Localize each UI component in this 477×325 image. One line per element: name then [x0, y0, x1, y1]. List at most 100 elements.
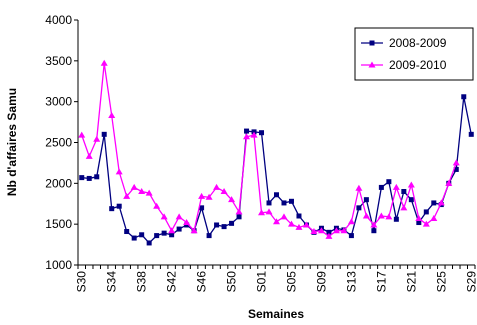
marker: [340, 227, 348, 234]
y-tick-label: 2000: [45, 176, 72, 190]
marker: [371, 228, 377, 234]
marker: [437, 199, 445, 206]
marker: [347, 218, 355, 225]
marker: [378, 184, 384, 190]
marker: [161, 230, 167, 236]
y-tick-label: 3000: [45, 95, 72, 109]
marker: [348, 233, 354, 239]
x-tick-label: S17: [374, 271, 388, 293]
marker: [235, 208, 243, 215]
marker: [430, 214, 438, 221]
marker: [288, 198, 294, 204]
marker: [176, 226, 182, 232]
x-tick-label: S09: [314, 271, 328, 293]
marker: [78, 131, 86, 138]
marker: [236, 214, 242, 220]
marker: [363, 197, 369, 203]
x-tick-label: S21: [404, 271, 418, 293]
marker: [85, 152, 93, 159]
marker: [445, 179, 453, 186]
marker: [160, 213, 168, 220]
marker: [400, 204, 408, 211]
x-tick-label: S42: [165, 271, 179, 293]
marker: [213, 183, 221, 190]
marker: [198, 192, 206, 199]
marker: [332, 227, 340, 234]
marker: [326, 229, 332, 235]
marker: [422, 220, 430, 227]
marker: [229, 220, 235, 226]
marker: [138, 188, 146, 194]
marker: [325, 232, 333, 239]
marker: [377, 212, 385, 219]
x-tick-label: S34: [105, 271, 119, 293]
marker: [259, 130, 265, 136]
marker: [266, 200, 272, 206]
y-tick-label: 2500: [45, 136, 72, 150]
marker: [415, 214, 423, 221]
x-tick-label: S25: [434, 271, 448, 293]
marker: [423, 209, 429, 215]
y-axis-label: Nb d'affaires Samu: [5, 88, 19, 196]
x-tick-label: S30: [75, 271, 89, 293]
marker: [146, 240, 152, 246]
marker: [317, 227, 325, 234]
marker: [392, 183, 400, 190]
marker: [220, 188, 228, 194]
marker: [416, 220, 422, 226]
marker: [386, 179, 392, 185]
marker: [93, 135, 101, 142]
x-tick-label: S46: [195, 271, 209, 293]
marker: [79, 175, 85, 181]
marker: [287, 220, 295, 227]
marker: [280, 213, 288, 220]
marker: [115, 168, 123, 175]
marker: [453, 166, 459, 172]
marker: [206, 233, 212, 239]
marker: [385, 213, 393, 220]
marker: [265, 208, 273, 215]
legend-label: 2009-2010: [389, 58, 447, 72]
marker: [431, 200, 437, 206]
marker: [94, 174, 100, 180]
marker: [131, 235, 137, 241]
marker: [199, 205, 205, 211]
y-tick-label: 3500: [45, 54, 72, 68]
marker: [274, 192, 279, 198]
marker: [355, 184, 363, 191]
marker: [362, 212, 370, 219]
marker: [468, 131, 474, 137]
marker: [243, 133, 251, 140]
marker: [139, 232, 145, 238]
marker: [153, 202, 161, 209]
marker: [109, 206, 115, 212]
x-tick-label: S05: [284, 271, 298, 293]
marker: [452, 159, 460, 166]
marker: [281, 200, 287, 206]
legend-label: 2008-2009: [389, 36, 447, 50]
marker: [302, 221, 310, 228]
marker: [175, 213, 183, 220]
marker: [169, 232, 175, 238]
x-tick-label: S50: [225, 271, 239, 293]
marker: [130, 183, 138, 190]
marker: [250, 131, 258, 138]
marker: [408, 197, 414, 203]
marker: [461, 94, 467, 100]
marker: [368, 61, 376, 68]
marker: [154, 233, 160, 239]
marker: [369, 40, 375, 46]
x-tick-label: S13: [344, 271, 358, 293]
marker: [258, 209, 266, 216]
marker: [168, 227, 176, 234]
marker: [244, 128, 250, 134]
marker: [205, 193, 213, 200]
marker: [228, 196, 236, 203]
y-tick-label: 1000: [45, 258, 72, 272]
marker: [86, 175, 92, 181]
x-tick-label: S38: [135, 271, 149, 293]
marker: [116, 203, 122, 209]
x-tick-label: S29: [464, 271, 477, 293]
marker: [356, 205, 362, 211]
